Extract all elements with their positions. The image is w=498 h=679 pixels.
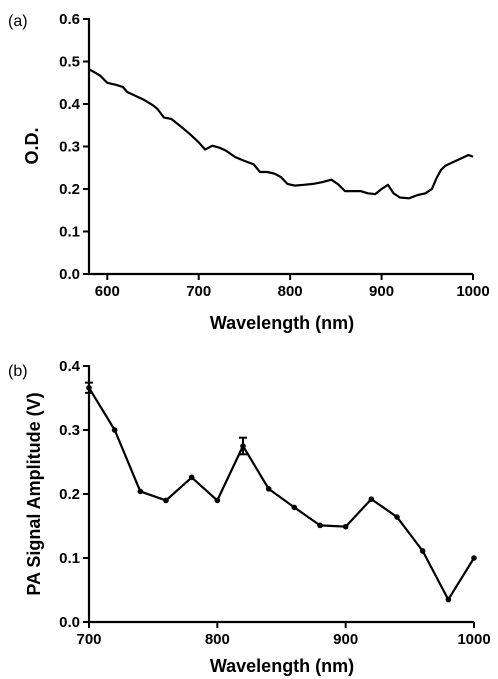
panel-a-y-tick-label: 0.6: [59, 11, 80, 28]
panel-b-data-point: [445, 596, 452, 603]
panel-b-y-tick-label: 0.0: [59, 614, 80, 631]
panel-b-data-point: [111, 427, 118, 433]
panel-b-data-point: [419, 548, 426, 554]
panel-b-x-tick-label: 700: [76, 631, 101, 648]
panel-a-x-ticks: 600 700 800 900 1000: [95, 274, 490, 300]
panel-b-data-point: [471, 555, 477, 561]
panel-b-y-ticks: 0.0 0.1 0.2 0.3 0.4: [59, 358, 89, 631]
panel-b-data-point: [86, 384, 92, 391]
panel-a-x-tick-label: 600: [95, 283, 120, 300]
panel-b-y-tick-label: 0.1: [59, 550, 80, 567]
panel-b-data-point: [240, 443, 246, 449]
panel-b-data-point: [317, 522, 323, 529]
panel-b-label: (b): [8, 363, 28, 380]
panel-a-y-tick-label: 0.3: [59, 139, 80, 156]
panel-b-y-tick-label: 0.2: [59, 486, 80, 503]
panel-b-y-tick-label: 0.4: [59, 358, 81, 375]
panel-a-x-axis-label: Wavelength (nm): [210, 313, 354, 333]
panel-b-x-tick-label: 900: [333, 631, 358, 648]
panel-b-x-axis-label: Wavelength (nm): [210, 656, 354, 676]
panel-b-pa-signal: (b) 0.0 0.1 0.2 0.3 0.4 700 800 900 1000 Wavele…: [8, 358, 491, 676]
panel-a-y-tick-label: 0.4: [59, 96, 81, 113]
panel-b-x-tick-label: 800: [205, 631, 230, 648]
panel-a-y-tick-label: 0.2: [59, 181, 80, 198]
panel-b-data-point: [163, 497, 169, 504]
panel-b-x-ticks: 700 800 900 1000: [76, 622, 491, 648]
panel-a-od-spectrum: (a) 0.0 0.1 0.2 0.3 0.4 0.5 0.6 600 700 800 900 10…: [8, 11, 490, 333]
panel-b-data-point: [394, 514, 400, 520]
panel-b-data-point: [291, 504, 298, 511]
panel-b-data-point: [265, 486, 272, 492]
panel-b-x-tick-label: 1000: [457, 631, 490, 648]
panel-b-data-point: [368, 496, 375, 502]
panel-a-x-tick-label: 800: [278, 283, 303, 300]
panel-a-y-tick-label: 0.5: [59, 54, 80, 71]
panel-b-y-axis-label: PA Signal Amplitude (V): [24, 392, 44, 595]
panel-b-data-point: [137, 488, 144, 495]
panel-a-x-tick-label: 900: [369, 283, 394, 300]
panel-b-data-points: [85, 381, 477, 603]
panel-a-label: (a): [8, 13, 28, 30]
panel-a-y-tick-label: 0.1: [59, 224, 80, 241]
panel-b-pa-curve: [88, 387, 475, 601]
panel-a-y-tick-label: 0.0: [59, 266, 80, 283]
panel-b-y-tick-label: 0.3: [59, 422, 80, 439]
panel-a-y-axis-label: O.D.: [22, 127, 42, 164]
panel-a-od-curve: [88, 68, 474, 200]
panel-b-data-point: [188, 474, 195, 481]
panel-b-data-point: [342, 523, 349, 530]
panel-a-x-tick-label: 700: [186, 283, 211, 300]
panel-b-data-point: [214, 497, 221, 504]
panel-a-y-ticks: 0.0 0.1 0.2 0.3 0.4 0.5 0.6: [59, 11, 89, 283]
panel-a-x-tick-label: 1000: [456, 283, 489, 300]
